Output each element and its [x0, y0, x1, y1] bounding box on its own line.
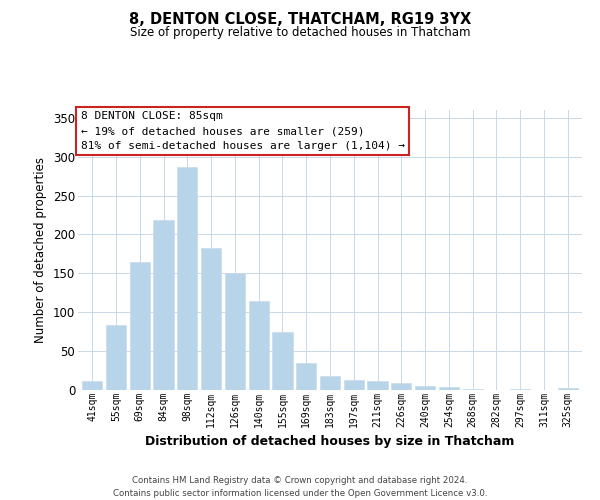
Text: Size of property relative to detached houses in Thatcham: Size of property relative to detached ho… — [130, 26, 470, 39]
Bar — [367, 380, 388, 390]
Text: 8 DENTON CLOSE: 85sqm
← 19% of detached houses are smaller (259)
81% of semi-det: 8 DENTON CLOSE: 85sqm ← 19% of detached … — [80, 112, 404, 151]
Bar — [177, 167, 197, 390]
Bar — [320, 376, 340, 390]
Bar — [82, 382, 103, 390]
Bar — [557, 388, 578, 390]
Y-axis label: Number of detached properties: Number of detached properties — [34, 157, 47, 343]
Bar — [248, 302, 269, 390]
Bar — [344, 380, 364, 390]
Bar — [463, 389, 483, 390]
Bar — [106, 324, 126, 390]
Bar — [154, 220, 173, 390]
Text: Contains HM Land Registry data © Crown copyright and database right 2024.
Contai: Contains HM Land Registry data © Crown c… — [113, 476, 487, 498]
Bar — [415, 386, 435, 390]
Bar — [201, 248, 221, 390]
X-axis label: Distribution of detached houses by size in Thatcham: Distribution of detached houses by size … — [145, 435, 515, 448]
Bar — [296, 363, 316, 390]
Bar — [272, 332, 293, 390]
Text: 8, DENTON CLOSE, THATCHAM, RG19 3YX: 8, DENTON CLOSE, THATCHAM, RG19 3YX — [129, 12, 471, 28]
Bar — [225, 274, 245, 390]
Bar — [439, 387, 459, 390]
Bar — [130, 262, 150, 390]
Bar — [391, 383, 412, 390]
Bar — [510, 389, 530, 390]
